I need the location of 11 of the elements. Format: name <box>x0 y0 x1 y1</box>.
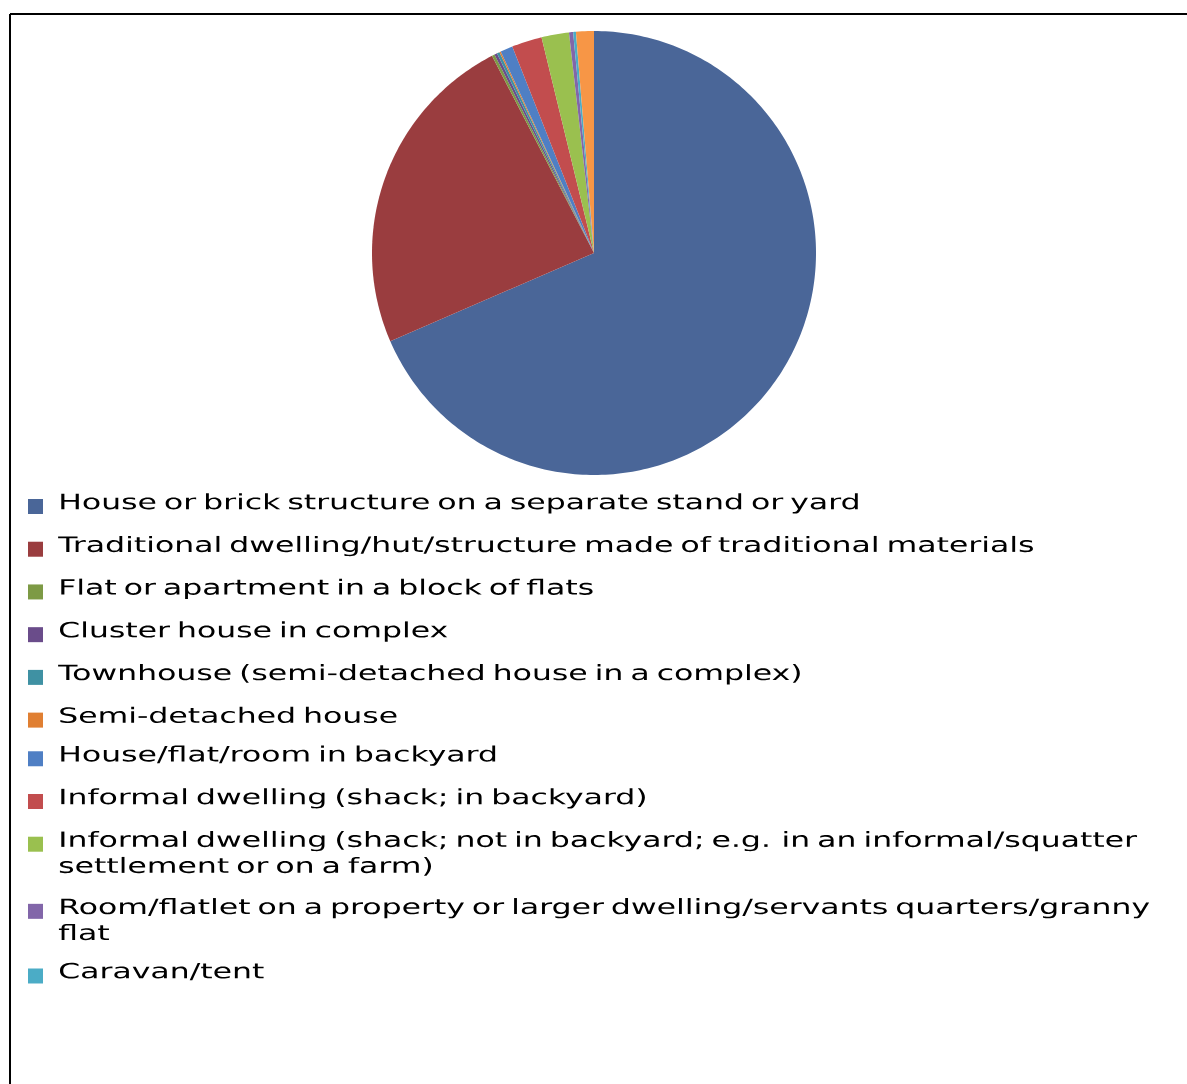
legend-label: Informal dwelling (shack; in backyard) <box>61 788 645 809</box>
legend-label: Flat or apartment in a block of flats <box>61 578 593 599</box>
legend-label: House/flat/room in backyard <box>61 745 496 766</box>
legend-label: Semi-detached house <box>60 706 397 724</box>
legend-label: Traditional dwelling/hut/structure made of traditional materials <box>58 535 1033 557</box>
legend-label: Townhouse (semi-detached house in a complex) <box>58 664 800 685</box>
legend-label: Room/flatlet on a property or larger dwelling/servants quarters/granny flat <box>58 898 1150 941</box>
legend-label: Cluster house in complex <box>59 621 448 642</box>
legend-label: House or brick structure on a separate stand or yard <box>61 493 858 514</box>
legend-label: Caravan/tent <box>59 962 264 981</box>
legend-label: Informal dwelling (shack; not in backyard; e.g. in an informal/squatter settlement or on a farm) <box>59 830 1138 876</box>
